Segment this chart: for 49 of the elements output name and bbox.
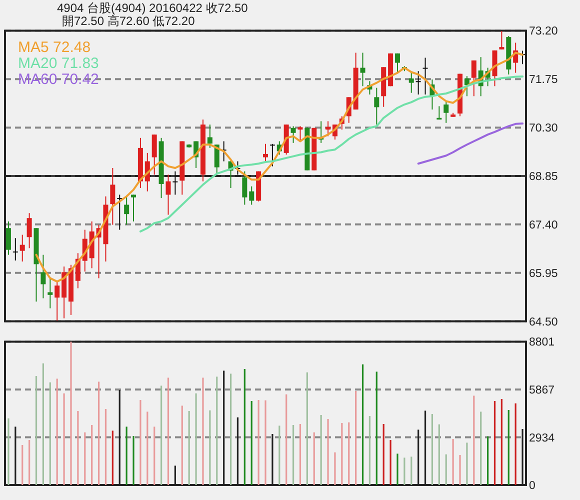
text: MA5 72.48 — [18, 39, 91, 56]
candlestick — [270, 143, 275, 167]
candlestick — [444, 100, 449, 124]
candlestick — [499, 30, 504, 50]
candlestick — [298, 126, 303, 142]
candlestick — [117, 194, 122, 230]
candlestick — [40, 254, 46, 299]
candlestick — [360, 52, 366, 87]
candlestick — [422, 57, 428, 95]
y-tick-label: 64.50 — [529, 316, 558, 328]
candlestick — [242, 170, 248, 206]
candlestick — [26, 212, 32, 249]
text: MA60 70.42 — [18, 71, 99, 88]
line-series — [417, 122, 524, 165]
y-tick-label: 71.75 — [529, 74, 558, 86]
candlestick — [6, 220, 11, 256]
y-tick-label: 5867 — [529, 384, 555, 396]
y-tick-label: 0 — [529, 480, 536, 492]
chart-subtitle: 開72.50 高72.60 低72.20 — [62, 14, 196, 28]
candlestick — [110, 167, 116, 226]
text: MA20 71.83 — [18, 55, 99, 72]
candlestick — [374, 87, 380, 126]
candlestick — [263, 143, 268, 162]
y-tick-label: 67.40 — [529, 219, 558, 232]
candlestick — [408, 72, 414, 94]
candlestick — [326, 120, 331, 137]
candlestick — [436, 106, 442, 120]
y-tick-label: 65.95 — [529, 268, 558, 280]
candlestick — [54, 281, 60, 322]
candlestick — [48, 278, 53, 309]
candlestick — [124, 196, 130, 226]
candlestick — [471, 60, 476, 97]
candlestick — [416, 70, 421, 95]
chart-title: 4904 台股(4904) 20160422 收72.50 — [57, 1, 248, 15]
candlestick — [12, 238, 18, 262]
candlestick — [131, 194, 136, 222]
y-tick-label: 8801 — [529, 336, 555, 349]
candlestick — [394, 52, 400, 74]
candlestick — [290, 126, 296, 144]
y-tick-label: 68.85 — [529, 171, 558, 184]
candlestick — [20, 234, 25, 262]
y-tick-label: 70.30 — [529, 122, 558, 135]
candlestick — [166, 174, 171, 216]
candlestick — [172, 170, 178, 196]
y-tick-label: 2934 — [529, 432, 556, 444]
candlestick — [152, 134, 157, 176]
candlestick — [207, 124, 212, 148]
candlestick — [249, 186, 254, 206]
y-tick-label: 73.20 — [529, 26, 558, 38]
